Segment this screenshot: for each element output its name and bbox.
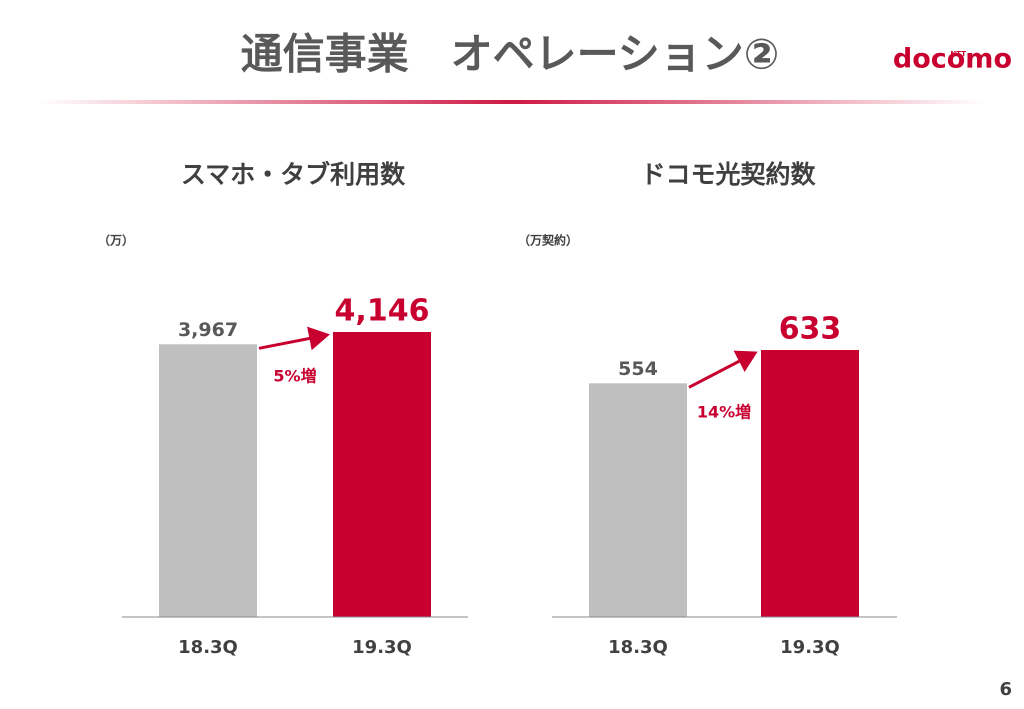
category-label: 18.3Q: [178, 637, 238, 658]
bar: [761, 350, 859, 617]
chart-title: ドコモ光契約数: [640, 160, 816, 189]
annotation: 14%増: [697, 403, 751, 422]
category-label: 18.3Q: [608, 637, 668, 658]
category-label: 19.3Q: [352, 637, 412, 658]
unit-label: （万）: [98, 233, 134, 248]
page-number: 6: [999, 679, 1012, 700]
bar: [159, 344, 257, 617]
value-label: 3,967: [178, 319, 238, 341]
growth-arrow: [688, 350, 758, 389]
bar: [589, 383, 687, 617]
logo: docomo: [893, 44, 1012, 75]
value-label: 633: [779, 312, 842, 347]
bar: [333, 332, 431, 617]
slide-title: 通信事業 オペレーション②: [241, 30, 780, 79]
annotation: 5%増: [273, 367, 316, 386]
value-label: 4,146: [335, 294, 430, 329]
category-label: 19.3Q: [780, 637, 840, 658]
unit-label: （万契約）: [518, 233, 578, 248]
logo-mark: NTT: [950, 50, 966, 58]
chart-title: スマホ・タブ利用数: [181, 160, 406, 189]
growth-arrow: [258, 326, 330, 351]
value-label: 554: [618, 358, 658, 380]
header-rule: [40, 100, 984, 104]
